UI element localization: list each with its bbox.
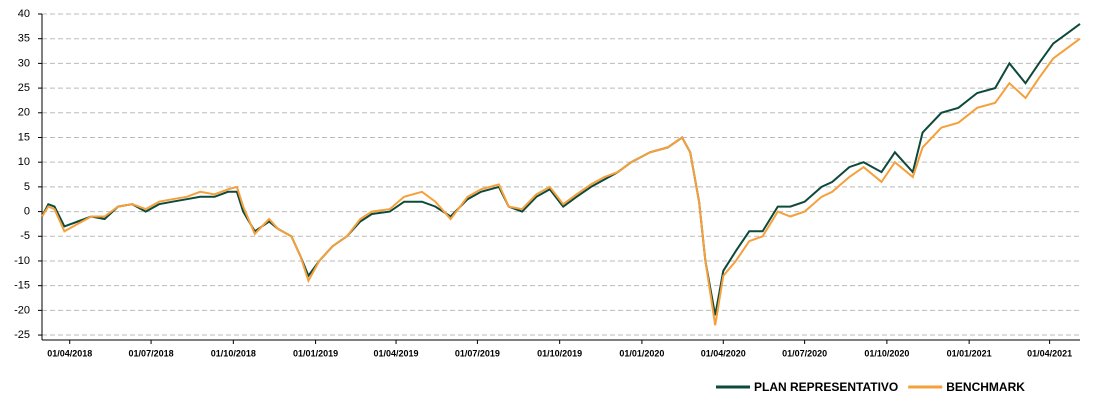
y-tick-label: 0 (24, 205, 30, 217)
y-tick-label: -15 (14, 280, 30, 292)
series-line (41, 37, 1081, 326)
x-tick-label: 01/04/2018 (47, 348, 92, 358)
y-tick-label: 15 (18, 131, 30, 143)
x-tick-label: 01/10/2020 (864, 348, 909, 358)
y-tick-label: 25 (18, 82, 30, 94)
x-tick-label: 01/07/2020 (782, 348, 827, 358)
x-tick-label: 01/10/2019 (537, 348, 582, 358)
x-tick-label: 01/01/2020 (619, 348, 664, 358)
y-tick-label: 10 (18, 156, 30, 168)
x-tick-label: 01/04/2020 (701, 348, 746, 358)
y-tick-label: -25 (14, 329, 30, 341)
x-tick-label: 01/10/2018 (211, 348, 256, 358)
y-tick-label: 40 (18, 8, 30, 20)
y-tick-label: -20 (14, 304, 30, 316)
y-tick-label: -10 (14, 255, 30, 267)
y-tick-label: 5 (24, 181, 30, 193)
y-tick-label: 30 (18, 57, 30, 69)
x-tick-label: 01/07/2019 (455, 348, 500, 358)
x-tick-label: 01/04/2019 (374, 348, 419, 358)
y-tick-label: 20 (18, 107, 30, 119)
x-tick-label: 01/04/2021 (1027, 348, 1072, 358)
x-tick-label: 01/01/2021 (947, 348, 992, 358)
y-tick-label: 35 (18, 33, 30, 45)
series-line (41, 23, 1081, 316)
legend-label: PLAN REPRESENTATIVO (754, 380, 898, 394)
x-tick-label: 01/01/2019 (293, 348, 338, 358)
x-tick-label: 01/07/2018 (129, 348, 174, 358)
y-tick-label: -5 (20, 230, 30, 242)
legend-label: BENCHMARK (946, 380, 1025, 394)
